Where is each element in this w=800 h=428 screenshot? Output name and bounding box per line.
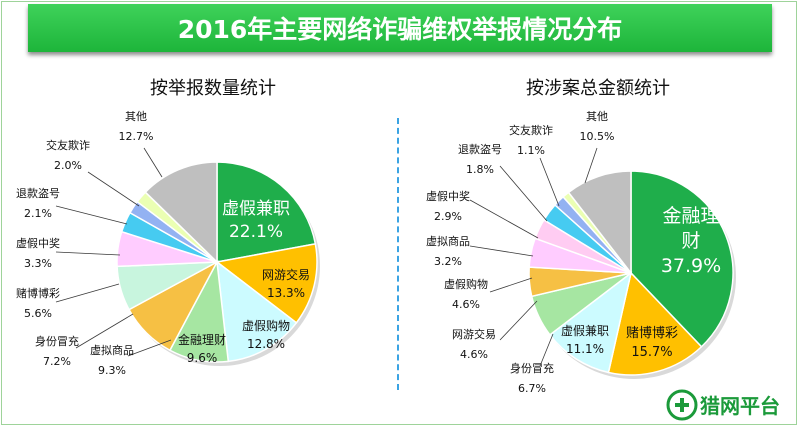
right-chart-title: 按涉案总金额统计 (526, 78, 670, 99)
right-slice-5-leader (489, 277, 533, 293)
left-chart-title: 按举报数量统计 (150, 78, 276, 99)
right-slice-10 (567, 170, 632, 276)
left-slice-0-value: 22.1% (229, 222, 283, 242)
right-slice-1-name: 赌博博彩 (626, 326, 678, 341)
left-slice-3-value: 9.6% (187, 351, 218, 365)
logo-cross-icon (675, 398, 689, 412)
right-slice-4-name: 网游交易 (452, 327, 496, 341)
left-slice-4-leader (127, 339, 172, 357)
right-slice-6-value: 3.2% (434, 255, 462, 268)
left-slice-8-value: 2.1% (24, 207, 52, 220)
right-slice-10-value: 10.5% (580, 130, 615, 143)
left-slice-5-value: 7.2% (43, 355, 71, 368)
left-slice-0-name: 虚假兼职 (222, 199, 290, 219)
right-slice-10-leader (584, 147, 598, 184)
right-slice-9-leader (539, 157, 560, 207)
right-slice-0-name-1: 财 (681, 230, 700, 252)
left-slice-2-value: 12.8% (247, 337, 285, 351)
left-slice-10 (144, 161, 218, 264)
brand-logo: 猎网平台 (666, 389, 780, 421)
right-slice-6-leader (469, 245, 534, 257)
right-slice-0 (630, 170, 734, 348)
right-slice-8-value: 1.8% (466, 163, 494, 176)
right-slice-2-value: 11.1% (566, 342, 604, 356)
right-slice-3-leader (539, 333, 554, 367)
right-slice-7-leader (469, 199, 539, 239)
left-slice-5-name: 身份冒充 (35, 334, 79, 348)
right-slice-10-name: 其他 (586, 110, 608, 123)
right-slice-1-value: 15.7% (631, 345, 672, 360)
left-slice-6-name: 赌博博彩 (16, 286, 60, 300)
left-slice-8-name: 退款盗号 (16, 186, 60, 200)
logo-text: 猎网平台 (700, 394, 780, 418)
left-slice-7-leader (55, 251, 121, 256)
left-slice-10-leader (143, 147, 163, 178)
left-slice-4-value: 9.3% (98, 364, 126, 377)
right-slice-5-name: 虚假购物 (444, 277, 488, 291)
right-slice-2 (548, 271, 633, 374)
right-slice-0-value: 37.9% (661, 255, 721, 277)
left-slice-10-value: 12.7% (119, 130, 154, 143)
chart-divider (397, 118, 399, 390)
left-slice-9-leader (87, 171, 140, 207)
right-slice-2-name: 虚假兼职 (561, 324, 609, 338)
right-slice-4-leader (499, 300, 538, 341)
left-slice-6-value: 5.6% (24, 307, 52, 320)
right-slice-7-value: 2.9% (434, 210, 462, 223)
left-slice-8-leader (55, 205, 128, 225)
right-slice-9-name: 交友欺诈 (509, 123, 553, 137)
right-slice-9-value: 1.1% (517, 144, 545, 157)
left-slice-9-value: 2.0% (54, 159, 82, 172)
left-slice-1-name: 网游交易 (262, 267, 310, 282)
left-slice-2-name: 虚假购物 (242, 318, 290, 333)
left-slice-4-name: 虚拟商品 (90, 343, 134, 357)
left-slice-10-name: 其他 (125, 110, 147, 123)
left-slice-9-name: 交友欺诈 (46, 138, 90, 152)
left-slice-1 (215, 243, 318, 324)
right-slice-7-name: 虚假中奖 (426, 189, 470, 203)
left-slice-0 (216, 161, 317, 263)
right-slice-3-value: 6.7% (518, 382, 546, 395)
right-slice-8-name: 退款盗号 (458, 142, 502, 156)
right-slice-4-value: 4.6% (460, 348, 488, 361)
right-slice-0-name: 金融理 (662, 205, 719, 227)
right-slice-1 (607, 271, 703, 376)
right-slice-8-leader (499, 165, 548, 222)
left-slice-7-value: 3.3% (24, 257, 52, 270)
page-title: 2016年主要网络诈骗维权举报情况分布 (28, 4, 772, 52)
left-slice-5-leader (75, 313, 134, 349)
left-slice-3-name: 金融理财 (178, 332, 226, 347)
left-slice-2 (216, 260, 298, 363)
left-slice-7-name: 虚假中奖 (16, 236, 60, 250)
left-slice-6-leader (55, 283, 120, 303)
left-slice-1-value: 13.3% (267, 286, 305, 300)
right-slice-3-name: 身份冒充 (510, 361, 554, 375)
right-slice-6-name: 虚拟商品 (426, 234, 470, 248)
right-slice-5-value: 4.6% (452, 298, 480, 311)
